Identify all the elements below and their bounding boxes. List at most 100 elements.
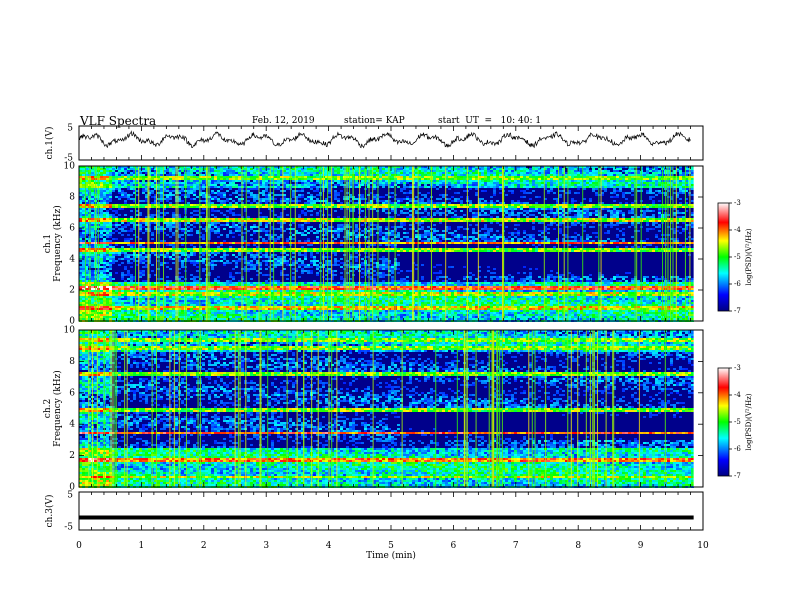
spectro-cell <box>139 244 142 246</box>
spectro-cell <box>217 170 220 172</box>
spectro-cell <box>169 318 172 320</box>
spectro-cell <box>310 300 313 302</box>
spectro-cell <box>106 268 109 270</box>
spectro-cell <box>229 198 232 200</box>
spectro-cell <box>79 262 82 264</box>
spectro-cell <box>106 242 109 244</box>
spectro-cell <box>103 248 106 250</box>
spectro-cell <box>160 188 163 190</box>
spectro-cell <box>121 276 124 278</box>
spectro-cell <box>268 176 271 178</box>
spectro-cell <box>142 266 145 268</box>
spectro-cell <box>136 206 139 208</box>
spectro-cell <box>292 296 295 298</box>
spectro-cell <box>79 266 82 268</box>
spectro-cell <box>169 302 172 304</box>
spectro-cell <box>82 278 85 280</box>
spectro-cell <box>127 284 130 286</box>
spectro-cell <box>316 242 319 244</box>
spectro-cell <box>181 176 184 178</box>
spectro-cell <box>85 222 88 224</box>
spectro-cell <box>307 178 310 180</box>
spectro-cell <box>190 234 193 236</box>
spectro-cell <box>259 264 262 266</box>
spectro-cell <box>91 188 94 190</box>
spectro-cell <box>106 240 109 242</box>
spectro-cell <box>337 316 340 318</box>
spectro-cell <box>325 202 328 204</box>
spectro-cell <box>262 292 265 294</box>
spectro-cell <box>286 278 289 280</box>
spectro-cell <box>325 178 328 180</box>
spectro-cell <box>211 178 214 180</box>
spectro-cell <box>187 318 190 320</box>
spectro-cell <box>295 302 298 304</box>
spectro-cell <box>82 284 85 286</box>
spectro-cell <box>199 166 202 168</box>
spectro-cell <box>106 246 109 248</box>
spectro-cell <box>151 178 154 180</box>
spectro-cell <box>118 282 121 284</box>
spectro-cell <box>325 248 328 250</box>
spectro-cell <box>283 284 286 286</box>
spectro-cell <box>103 170 106 172</box>
spectro-cell <box>250 186 253 188</box>
spectro-cell <box>166 306 169 308</box>
spectro-cell <box>268 316 271 318</box>
spectro-cell <box>187 186 190 188</box>
spectro-cell <box>286 180 289 182</box>
spectro-cell <box>163 316 166 318</box>
spectro-cell <box>193 178 196 180</box>
spectro-cell <box>193 226 196 228</box>
spectro-cell <box>325 234 328 236</box>
spectro-cell <box>142 204 145 206</box>
spectro-cell <box>124 256 127 258</box>
spectro-cell <box>133 310 136 312</box>
spectro-cell <box>262 316 265 318</box>
spectro-cell <box>238 312 241 314</box>
spectro-cell <box>139 218 142 220</box>
spectro-cell <box>301 292 304 294</box>
spectro-cell <box>238 288 241 290</box>
spectro-cell <box>100 284 103 286</box>
spectro-cell <box>265 198 268 200</box>
spectro-cell <box>271 264 274 266</box>
spectro-cell <box>271 184 274 186</box>
spectro-cell <box>190 216 193 218</box>
spectro-cell <box>211 224 214 226</box>
spectro-cell <box>193 300 196 302</box>
spectro-cell <box>124 192 127 194</box>
spectro-cell <box>142 220 145 222</box>
spectro-cell <box>310 310 313 312</box>
spectro-cell <box>109 266 112 268</box>
spectro-cell <box>112 290 115 292</box>
spectro-cell <box>331 294 334 296</box>
spectro-cell <box>256 264 259 266</box>
spectro-cell <box>250 312 253 314</box>
spectro-cell <box>127 310 130 312</box>
spectro-cell <box>190 304 193 306</box>
spectro-cell <box>304 166 307 168</box>
spectro-cell <box>160 178 163 180</box>
spectro-cell <box>313 196 316 198</box>
spectro-cell <box>295 174 298 176</box>
spectro-cell <box>109 240 112 242</box>
spectro-cell <box>85 304 88 306</box>
spectro-cell <box>214 196 217 198</box>
spectro-cell <box>226 316 229 318</box>
spectro-cell <box>298 298 301 300</box>
spectro-cell <box>79 194 82 196</box>
spectro-cell <box>145 198 148 200</box>
spectro-cell <box>316 290 319 292</box>
spectro-cell <box>211 206 214 208</box>
spectro-cell <box>217 168 220 170</box>
spectro-cell <box>277 206 280 208</box>
spectro-cell <box>313 208 316 210</box>
spectro-cell <box>121 246 124 248</box>
spectro-cell <box>295 316 298 318</box>
spectro-cell <box>193 286 196 288</box>
spectro-cell <box>136 304 139 306</box>
spectro-cell <box>130 198 133 200</box>
spectro-cell <box>163 182 166 184</box>
spectro-cell <box>160 282 163 284</box>
